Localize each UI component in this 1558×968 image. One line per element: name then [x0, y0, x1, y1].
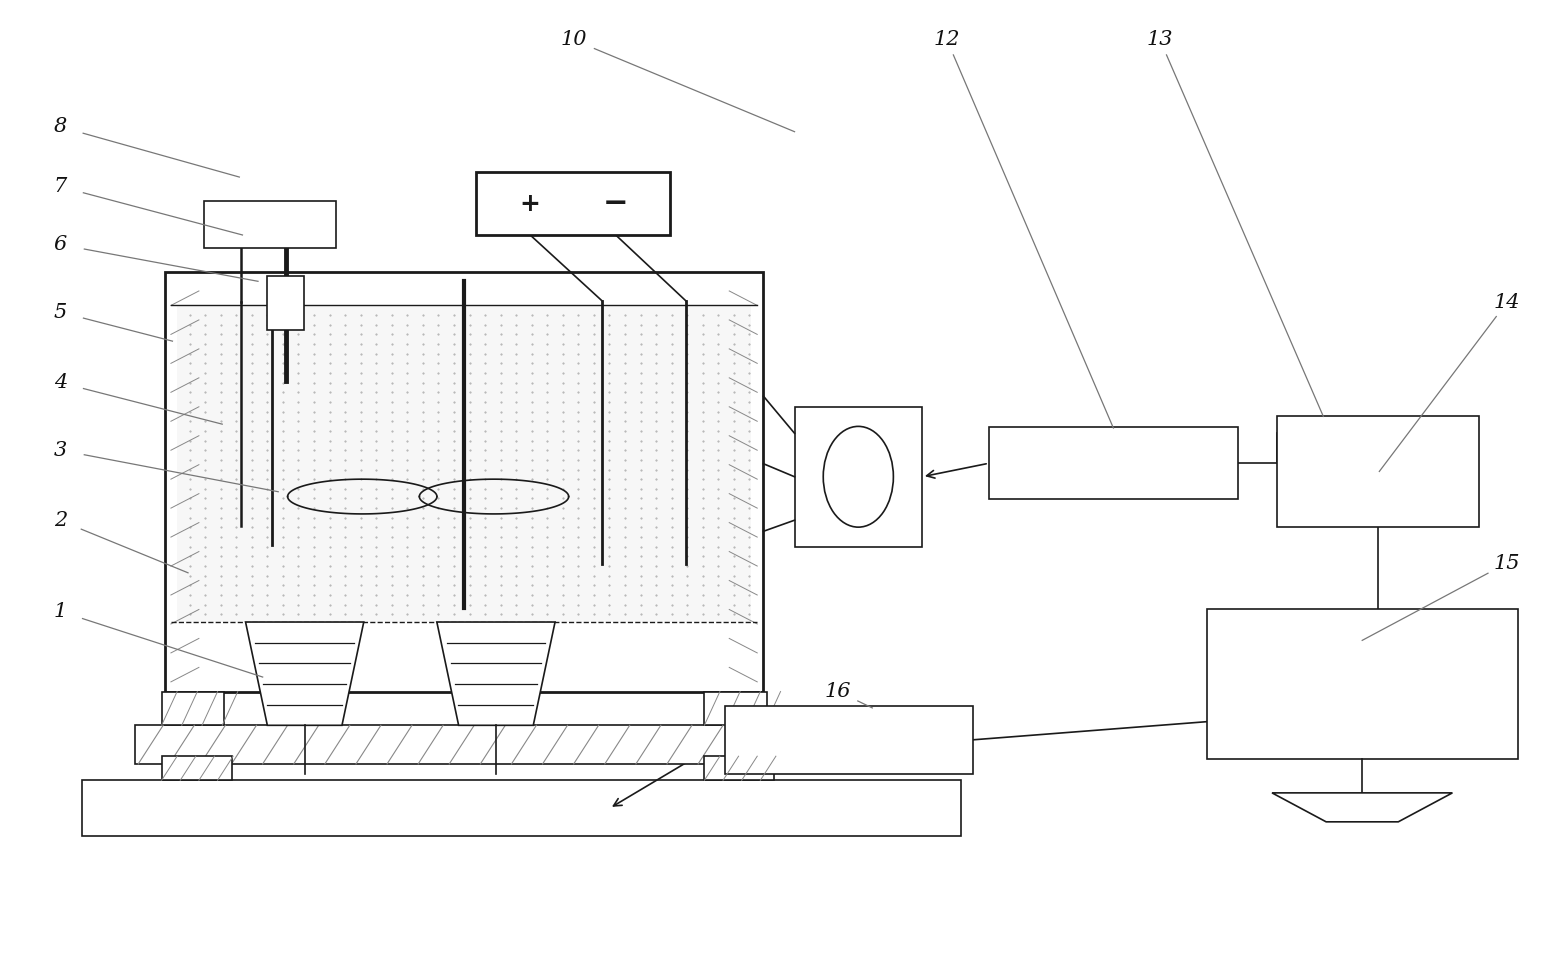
- Bar: [178, 306, 751, 622]
- Bar: [1276, 416, 1479, 528]
- Bar: [266, 277, 304, 329]
- Bar: [165, 272, 763, 691]
- Bar: [475, 172, 670, 235]
- Text: 3: 3: [55, 440, 67, 460]
- Text: 6: 6: [55, 235, 67, 255]
- Text: −: −: [603, 189, 628, 218]
- Text: 7: 7: [55, 177, 67, 197]
- Text: +: +: [520, 192, 541, 216]
- Bar: [204, 201, 337, 248]
- Bar: [704, 756, 774, 780]
- Text: 10: 10: [561, 31, 587, 49]
- Text: 13: 13: [1147, 31, 1173, 49]
- Text: 14: 14: [1494, 293, 1521, 312]
- Text: 4: 4: [55, 373, 67, 392]
- Text: 15: 15: [1494, 554, 1521, 573]
- Polygon shape: [436, 622, 555, 725]
- Polygon shape: [246, 622, 363, 725]
- Text: 12: 12: [933, 31, 960, 49]
- Bar: [989, 427, 1237, 499]
- Bar: [795, 407, 922, 547]
- Bar: [724, 706, 974, 773]
- Bar: [162, 756, 232, 780]
- Ellipse shape: [823, 426, 893, 528]
- Bar: [136, 725, 796, 764]
- Bar: [162, 691, 224, 725]
- Bar: [83, 780, 961, 836]
- Text: 1: 1: [55, 602, 67, 620]
- Text: 8: 8: [55, 117, 67, 136]
- Bar: [1207, 610, 1517, 759]
- Bar: [704, 691, 767, 725]
- Text: 2: 2: [55, 511, 67, 530]
- Text: 16: 16: [824, 682, 851, 701]
- Text: 5: 5: [55, 303, 67, 321]
- Polygon shape: [1271, 793, 1452, 822]
